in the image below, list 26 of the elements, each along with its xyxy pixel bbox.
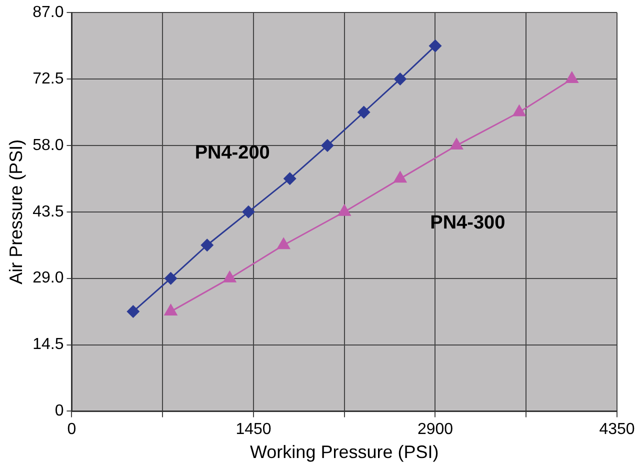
y-tick-label: 87.0 — [32, 4, 64, 22]
y-axis-title: Air Pressure (PSI) — [6, 139, 26, 284]
y-tick-label: 43.5 — [32, 203, 64, 220]
point — [164, 272, 178, 285]
point — [200, 238, 214, 252]
y-tick-label: 72.5 — [32, 70, 64, 88]
x-axis-title: Working Pressure (PSI) — [250, 442, 439, 462]
point — [283, 172, 296, 186]
y-tick-label: 58.0 — [32, 136, 64, 154]
x-tick-label: 0 — [67, 421, 76, 438]
point — [242, 205, 255, 218]
point — [320, 138, 334, 152]
x-tick-label: 1450 — [236, 421, 272, 438]
point — [337, 204, 352, 216]
x-tick-label: 4350 — [599, 421, 635, 438]
x-tick-label: 2900 — [417, 421, 454, 438]
point — [164, 304, 178, 316]
point — [276, 237, 291, 250]
y-tick-label: 0 — [54, 402, 64, 420]
point — [393, 170, 408, 183]
point — [394, 72, 407, 86]
point — [222, 270, 237, 282]
y-tick-label: 14.5 — [32, 336, 64, 354]
y-tick-label: 29.0 — [32, 270, 64, 287]
point — [428, 39, 442, 52]
point — [357, 106, 370, 119]
